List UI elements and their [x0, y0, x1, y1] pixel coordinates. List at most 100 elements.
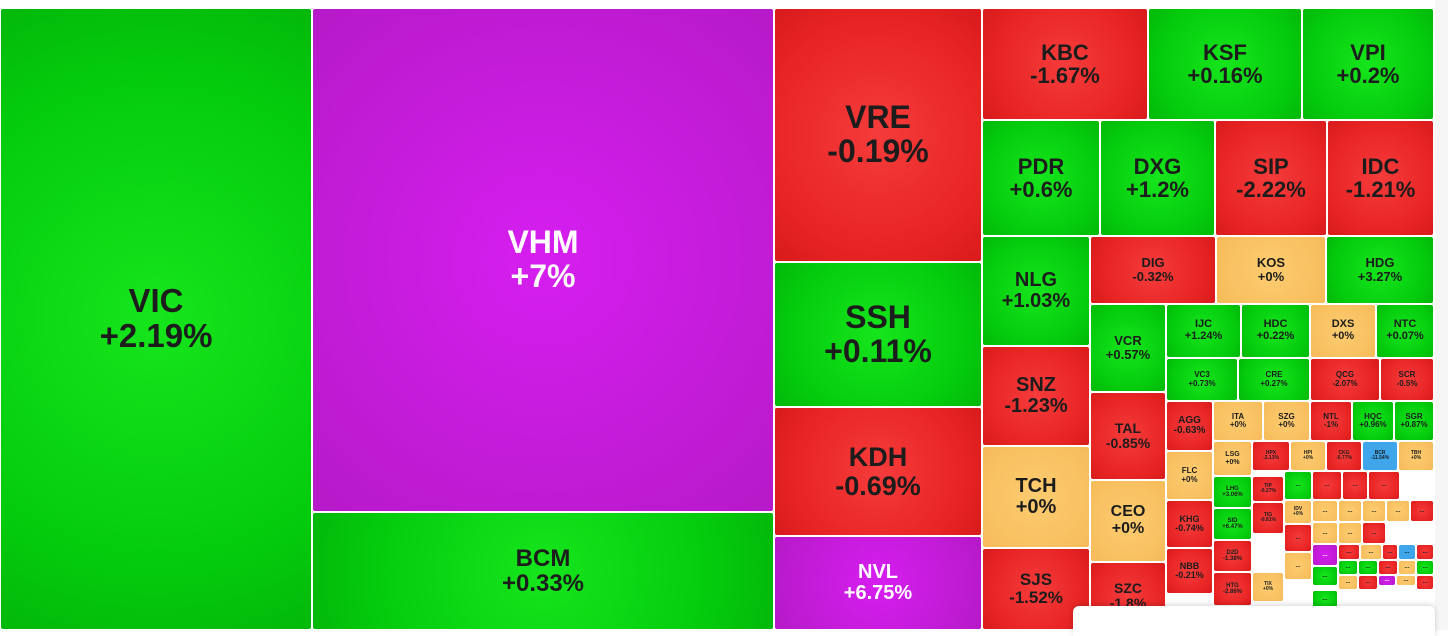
tile-vcr[interactable]: VCR +0.57% — [1090, 304, 1166, 392]
tile-nlg[interactable]: NLG +1.03% — [982, 236, 1090, 346]
small-tile[interactable]: ... — [1362, 500, 1386, 522]
tile-khg[interactable]: KHG -0.74% — [1166, 500, 1213, 548]
tile-nvl[interactable]: NVL +6.75% — [774, 536, 982, 630]
tile-pdr[interactable]: PDR +0.6% — [982, 120, 1100, 236]
tile-kos[interactable]: KOS +0% — [1216, 236, 1326, 304]
small-tile[interactable]: ... — [1410, 500, 1434, 522]
tile-tal[interactable]: TAL -0.85% — [1090, 392, 1166, 480]
tile-change: +0.11% — [824, 332, 932, 369]
tile-idv[interactable]: IDV +0% — [1284, 500, 1312, 524]
small-tile[interactable]: ... — [1416, 575, 1434, 590]
small-tile[interactable]: ... — [1338, 544, 1360, 560]
tile-ntl[interactable]: NTL -1% — [1310, 401, 1352, 441]
small-tile[interactable]: ... — [1386, 500, 1410, 522]
tile-hqc[interactable]: HQC +0.96% — [1352, 401, 1394, 441]
small-tile[interactable]: ... — [1358, 575, 1378, 590]
tile-change: +0% — [1229, 420, 1247, 429]
small-tile[interactable]: ... — [1338, 575, 1358, 590]
tile-tbh[interactable]: TBH +0% — [1398, 441, 1434, 471]
tile-change: +6.47% — [1222, 524, 1243, 530]
tile-ticker: D2D — [1226, 549, 1239, 556]
tile-dxg[interactable]: DXG +1.2% — [1100, 120, 1215, 236]
tile-d2d[interactable]: D2D -1.38% — [1213, 540, 1252, 572]
tile-bcr[interactable]: BCR -11.54% — [1362, 441, 1398, 471]
small-tile[interactable]: ... — [1312, 500, 1338, 522]
small-tile[interactable]: ... — [1382, 544, 1398, 560]
tile-vpi[interactable]: VPI +0.2% — [1302, 8, 1434, 120]
tile-htg[interactable]: HTG -2.86% — [1213, 572, 1252, 606]
tile-ssh[interactable]: SSH +0.11% — [774, 262, 982, 407]
small-tile[interactable]: ... — [1362, 522, 1386, 544]
tile-ticker: NVL — [858, 561, 898, 583]
tile-agg[interactable]: AGG -0.63% — [1166, 401, 1213, 451]
tile-ckg[interactable]: CKG -0.77% — [1326, 441, 1362, 471]
small-tile[interactable]: ... — [1284, 524, 1312, 552]
tile-dig[interactable]: DIG -0.32% — [1090, 236, 1216, 304]
tile-kdh[interactable]: KDH -0.69% — [774, 407, 982, 536]
small-tile-label: ... — [1422, 564, 1428, 571]
tile-vic[interactable]: VIC +2.19% — [0, 8, 312, 630]
small-tile[interactable]: ... — [1416, 544, 1434, 560]
tile-ijc[interactable]: IJC +1.24% — [1166, 304, 1241, 358]
tile-tch[interactable]: TCH +0% — [982, 446, 1090, 548]
small-tile[interactable]: ... — [1358, 560, 1378, 575]
tile-sgr[interactable]: SGR +0.87% — [1394, 401, 1434, 441]
tile-change: -0.21% — [1175, 570, 1204, 580]
tile-vre[interactable]: VRE -0.19% — [774, 8, 982, 262]
small-tile[interactable]: ... — [1338, 500, 1362, 522]
tile-bcm[interactable]: BCM +0.33% — [312, 512, 774, 630]
tile-scr[interactable]: SCR -0.5% — [1380, 358, 1434, 401]
tile-tip[interactable]: TIP -0.27% — [1252, 476, 1284, 502]
small-tile[interactable]: ... — [1398, 544, 1416, 560]
tile-szg[interactable]: SZG +0% — [1263, 401, 1310, 441]
tile-qcg[interactable]: QCG -2.07% — [1310, 358, 1380, 401]
tile-hpi[interactable]: HPI +0% — [1290, 441, 1326, 471]
tile-kbc[interactable]: KBC -1.67% — [982, 8, 1148, 120]
small-tile[interactable]: ... — [1360, 544, 1382, 560]
tile-vc3[interactable]: VC3 +0.73% — [1166, 358, 1238, 401]
tile-nbb[interactable]: NBB -0.21% — [1166, 548, 1213, 594]
tile-vhm[interactable]: VHM +7% — [312, 8, 774, 512]
small-tile[interactable]: ... — [1312, 471, 1342, 500]
small-tile[interactable]: ... — [1342, 471, 1368, 500]
tile-ticker: BCR — [1374, 449, 1386, 456]
tile-ksf[interactable]: KSF +0.16% — [1148, 8, 1302, 120]
tile-idc[interactable]: IDC -1.21% — [1327, 120, 1434, 236]
tile-ntc[interactable]: NTC +0.07% — [1376, 304, 1434, 358]
small-tile[interactable]: ... — [1284, 552, 1312, 580]
small-tile[interactable]: ... — [1312, 566, 1338, 586]
tile-lhg[interactable]: LHG +3.06% — [1213, 476, 1252, 508]
tile-sid[interactable]: SID +6.47% — [1213, 508, 1252, 540]
small-tile[interactable]: ... — [1416, 560, 1434, 575]
tile-flc[interactable]: FLC +0% — [1166, 451, 1213, 500]
tile-ticker: QCG — [1335, 370, 1355, 380]
small-tile[interactable]: ... — [1396, 575, 1416, 586]
tile-ticker: TCH — [1015, 475, 1057, 497]
tile-change: +0.22% — [1256, 330, 1295, 342]
tile-hdg[interactable]: HDG +3.27% — [1326, 236, 1434, 304]
tile-tig[interactable]: TIG -0.81% — [1252, 502, 1284, 534]
tile-tix[interactable]: TIX +0% — [1252, 572, 1284, 602]
small-tile[interactable]: ... — [1378, 575, 1396, 586]
tile-ceo[interactable]: CEO +0% — [1090, 480, 1166, 562]
tile-lsg[interactable]: LSG +0% — [1213, 441, 1252, 476]
tile-hdc[interactable]: HDC +0.22% — [1241, 304, 1310, 358]
small-tile[interactable]: ... — [1368, 471, 1400, 500]
tile-ita[interactable]: ITA +0% — [1213, 401, 1263, 441]
tile-snz[interactable]: SNZ -1.23% — [982, 346, 1090, 446]
small-tile[interactable]: ... — [1338, 522, 1362, 544]
page-scrollbar[interactable] — [1435, 0, 1448, 630]
tile-sip[interactable]: SIP -2.22% — [1215, 120, 1327, 236]
small-tile[interactable]: ... — [1312, 522, 1338, 544]
tile-change: +0% — [1015, 496, 1057, 518]
tile-cre[interactable]: CRE +0.27% — [1238, 358, 1310, 401]
small-tile[interactable]: ... — [1284, 471, 1312, 500]
small-tile[interactable]: ... — [1378, 560, 1398, 575]
small-tile[interactable]: ... — [1338, 560, 1358, 575]
tile-ticker: IDC — [1361, 153, 1400, 179]
small-tile[interactable]: ... — [1312, 544, 1338, 566]
tile-hpx[interactable]: HPX -2.13% — [1252, 441, 1290, 471]
tile-dxs[interactable]: DXS +0% — [1310, 304, 1376, 358]
small-tile[interactable]: ... — [1312, 590, 1338, 608]
small-tile[interactable]: ... — [1398, 560, 1416, 575]
